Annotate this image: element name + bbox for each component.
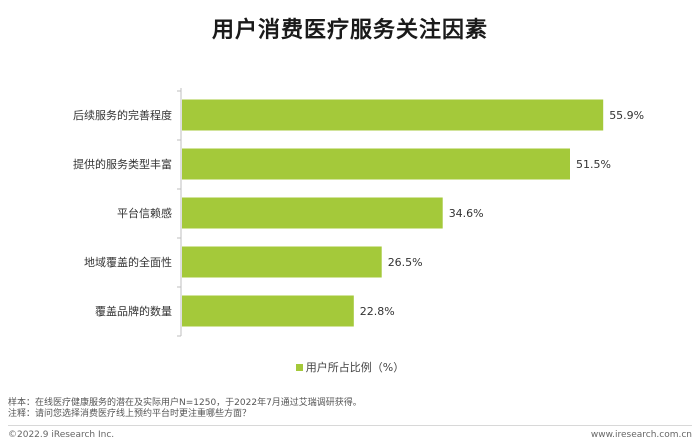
bar: [182, 148, 570, 180]
copyright-text: ©2022.9 iResearch Inc.: [8, 430, 115, 440]
data-label: 51.5%: [576, 158, 611, 171]
footnote-note: 注释：请问您选择消费医疗线上预约平台时更注重哪些方面？: [8, 409, 252, 419]
data-label: 22.8%: [360, 305, 395, 318]
bar: [182, 99, 604, 131]
data-label: 34.6%: [449, 207, 484, 220]
bar: [182, 295, 354, 327]
chart-legend: 用户所占比例（%）: [0, 359, 700, 375]
bar: [182, 246, 382, 278]
category-label: 提供的服务类型丰富: [73, 157, 172, 171]
category-label: 平台信赖感: [117, 206, 172, 220]
category-label: 后续服务的完善程度: [73, 108, 172, 122]
website-link[interactable]: www.iresearch.com.cn: [590, 430, 692, 440]
legend-swatch: [295, 363, 303, 371]
bar: [182, 197, 443, 229]
bar-chart: 后续服务的完善程度 55.9% 提供的服务类型丰富 51.5% 平台信赖感 34.6% 地域…: [73, 88, 644, 337]
footer-divider: [8, 425, 692, 426]
category-label: 地域覆盖的全面性: [84, 255, 172, 269]
legend-label: 用户所占比例（%）: [305, 361, 405, 374]
chart-title: 用户消费医疗服务关注因素: [211, 18, 488, 43]
footnote-sample: 样本：在线医疗健康服务的潜在及实际用户N=1250，于2022年7月通过艾瑞调研…: [8, 398, 362, 408]
data-label: 26.5%: [388, 256, 423, 269]
category-label: 覆盖品牌的数量: [95, 304, 172, 318]
data-label: 55.9%: [609, 109, 644, 122]
